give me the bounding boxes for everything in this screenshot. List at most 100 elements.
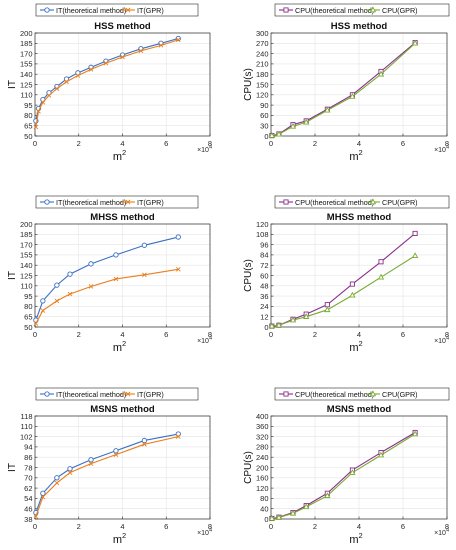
- data-point: [349, 281, 355, 287]
- x-tick-label: 4: [357, 139, 361, 148]
- y-axis-label: IT: [7, 80, 18, 89]
- legend-box: [35, 387, 199, 401]
- x-axis-label: m2: [113, 148, 126, 163]
- data-point: [67, 466, 73, 472]
- data-point: [175, 35, 181, 42]
- chart-title: HSS method: [94, 21, 151, 32]
- legend: CPU(theoretical method) CPU(GPR): [274, 195, 450, 209]
- x-tick-label: 4: [120, 139, 124, 148]
- y-tick-label: 94: [24, 443, 32, 452]
- data-point: [141, 437, 148, 444]
- legend-label: CPU(GPR): [382, 198, 418, 207]
- x-axis-label-base: m: [113, 151, 122, 163]
- x-axis-label-sup: 2: [359, 148, 363, 157]
- y-tick-label: 200: [256, 463, 269, 472]
- y-tick-label: 360: [256, 422, 269, 431]
- legend-marker: [283, 391, 289, 397]
- legend-entry-0: IT(theoretical method): [40, 390, 126, 399]
- legend-marker: [125, 199, 131, 205]
- data-point: [120, 54, 125, 60]
- legend-marker: [283, 7, 289, 13]
- y-tick-label: 84: [260, 251, 268, 260]
- legend-entry-1: CPU(GPR): [366, 390, 418, 399]
- x-tick-label: 2: [313, 522, 317, 531]
- legend-entry-1: IT(GPR): [121, 198, 164, 207]
- y-tick-label: 170: [20, 240, 33, 249]
- data-point: [289, 509, 297, 516]
- data-point: [175, 267, 181, 272]
- data-point: [36, 108, 41, 114]
- legend-label: CPU(GPR): [382, 390, 418, 399]
- x-multiplier-exp: 4: [209, 145, 212, 151]
- x-multiplier: ×104: [197, 528, 212, 538]
- data-point: [303, 118, 310, 125]
- y-tick-label: 50: [24, 132, 32, 141]
- x-axis-label-sup: 2: [122, 531, 126, 540]
- y-tick-label: 120: [256, 484, 269, 493]
- y-axis-label: CPU(s): [243, 259, 254, 292]
- data-point: [324, 492, 331, 499]
- data-point: [67, 470, 73, 475]
- data-point: [268, 514, 276, 521]
- data-point: [158, 43, 164, 48]
- data-point: [411, 430, 419, 437]
- y-tick-label: 400: [256, 412, 269, 421]
- data-point: [138, 48, 144, 54]
- x-multiplier-base: ×10: [434, 530, 446, 537]
- y-tick-label: 80: [260, 494, 268, 503]
- data-point: [141, 242, 148, 248]
- data-point: [113, 448, 119, 454]
- data-point: [411, 252, 419, 259]
- x-tick-label: 6: [164, 522, 168, 531]
- y-tick-label: 72: [260, 261, 268, 270]
- series-0: [33, 431, 181, 516]
- data-point: [275, 513, 283, 520]
- y-tick-label: 110: [21, 91, 33, 100]
- y-tick-label: 180: [256, 70, 269, 79]
- series-1: [33, 267, 181, 326]
- series-1: [268, 39, 419, 138]
- y-tick-label: 110: [21, 422, 33, 431]
- y-axis-label: IT: [7, 271, 18, 280]
- x-multiplier-base: ×10: [434, 338, 446, 345]
- legend-marker: [44, 7, 50, 13]
- y-axis-label: IT: [7, 463, 18, 472]
- y-tick-label: 110: [21, 282, 33, 291]
- x-tick-label: 2: [313, 139, 317, 148]
- legend-label: IT(theoretical method): [56, 390, 126, 399]
- x-multiplier: ×104: [434, 528, 449, 538]
- y-tick-label: 155: [20, 251, 33, 260]
- data-point: [268, 322, 276, 329]
- y-tick-label: 24: [260, 302, 268, 311]
- y-tick-label: 140: [20, 261, 33, 270]
- x-tick-label: 8: [445, 139, 449, 148]
- y-tick-label: 118: [21, 412, 33, 421]
- data-point: [54, 475, 60, 481]
- y-tick-label: 40: [260, 505, 268, 514]
- y-tick-label: 96: [260, 240, 268, 249]
- y-tick-label: 125: [20, 271, 33, 280]
- data-point: [289, 122, 297, 129]
- data-point: [88, 461, 94, 466]
- x-tick-label: 0: [269, 330, 273, 339]
- chart-title: MSNS method: [327, 404, 392, 415]
- x-multiplier-base: ×10: [434, 147, 446, 154]
- y-tick-label: 160: [256, 474, 269, 483]
- data-point: [54, 282, 60, 288]
- x-axis-label-base: m: [349, 342, 358, 354]
- data-point: [324, 302, 330, 308]
- data-point: [303, 313, 310, 319]
- x-multiplier-exp: 4: [446, 145, 449, 151]
- data-point: [88, 457, 94, 463]
- x-axis-label: m2: [349, 339, 362, 354]
- x-tick-label: 0: [33, 139, 37, 148]
- x-multiplier-base: ×10: [197, 147, 209, 154]
- y-tick-label: 30: [260, 122, 268, 131]
- x-tick-label: 4: [120, 330, 124, 339]
- y-tick-label: 185: [20, 230, 33, 239]
- x-tick-label: 2: [313, 330, 317, 339]
- x-multiplier-base: ×10: [197, 338, 209, 345]
